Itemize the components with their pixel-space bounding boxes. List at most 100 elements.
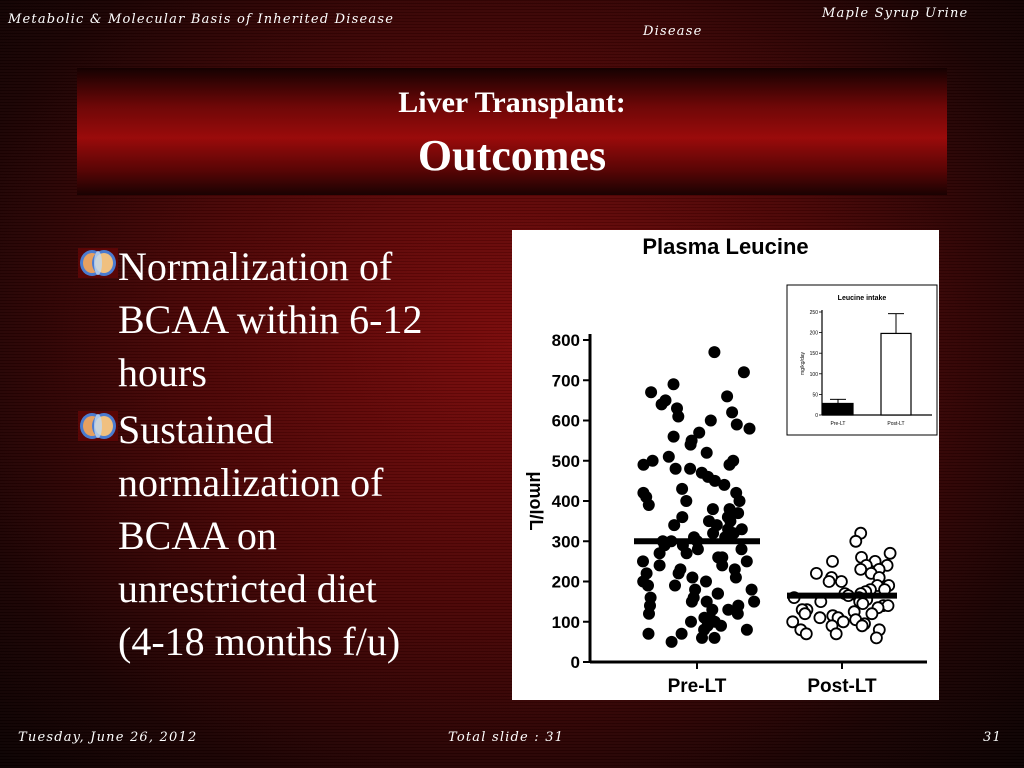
data-point <box>642 499 655 511</box>
data-point <box>704 414 717 427</box>
bullet-line: hours <box>118 350 207 395</box>
data-point <box>740 623 753 636</box>
y-tick-label: 800 <box>552 331 580 350</box>
inset-y-tick-label: 0 <box>815 413 818 419</box>
data-point <box>869 631 883 645</box>
data-point <box>708 346 721 359</box>
inset-y-tick-label: 100 <box>810 372 819 378</box>
slide-subtitle: Outcomes <box>417 131 607 180</box>
data-point <box>721 390 734 403</box>
data-point <box>667 430 680 443</box>
data-point <box>675 627 688 640</box>
y-tick-label: 700 <box>552 371 580 390</box>
data-point <box>642 627 655 640</box>
data-point <box>798 607 812 621</box>
inset-frame <box>786 284 938 436</box>
data-point <box>723 458 736 471</box>
footer-slide-number: 31 <box>983 730 1002 745</box>
data-point <box>726 406 739 419</box>
data-point <box>653 559 666 572</box>
data-point <box>700 575 712 588</box>
data-point <box>740 555 753 568</box>
data-point <box>693 426 706 439</box>
data-point <box>708 474 721 487</box>
y-tick-label: 600 <box>552 412 580 431</box>
data-point <box>700 446 713 459</box>
title-banner: Liver Transplant: Outcomes <box>77 68 947 195</box>
inset-x-tick-label: Pre-LT <box>831 421 846 427</box>
data-point <box>729 571 742 584</box>
bullet-line: Normalization of <box>118 244 393 289</box>
bullet-item: Sustained normalization of BCAA on unrestri… <box>78 403 498 668</box>
bullet-line: unrestricted diet <box>118 566 377 611</box>
y-axis-label: μmol/L <box>526 471 546 530</box>
data-point <box>745 583 758 596</box>
inset-y-tick-label: 150 <box>810 351 819 357</box>
data-point <box>680 495 693 507</box>
data-point <box>849 534 863 548</box>
slide-title: Liver Transplant: <box>398 86 626 119</box>
data-point <box>667 378 680 391</box>
data-point <box>712 587 724 600</box>
data-point <box>655 398 668 411</box>
globe-bullet-icon <box>78 248 118 278</box>
y-tick-label: 0 <box>571 653 580 672</box>
data-point <box>813 611 827 625</box>
data-point <box>865 607 879 621</box>
data-point <box>646 454 659 467</box>
data-point <box>730 418 743 431</box>
data-point <box>854 562 868 576</box>
data-point <box>829 627 843 641</box>
data-point <box>735 543 748 556</box>
bullet-line: normalization of <box>118 460 384 505</box>
data-point <box>637 555 649 568</box>
bullet-item: Normalization of BCAA within 6-12 hours <box>78 240 498 399</box>
data-point <box>662 450 675 463</box>
data-point <box>748 595 761 608</box>
data-point <box>676 482 689 495</box>
data-point <box>733 495 746 507</box>
data-point <box>685 615 697 628</box>
data-point <box>707 527 720 540</box>
inset-y-tick-label: 250 <box>810 310 819 316</box>
data-point <box>718 478 731 491</box>
data-point <box>691 543 704 556</box>
bullet-line: BCAA on <box>118 513 277 558</box>
x-tick-label: Post-LT <box>807 676 877 697</box>
data-point <box>822 575 836 588</box>
data-point <box>684 438 697 451</box>
data-point <box>653 547 666 560</box>
header-course-title: Metabolic & Molecular Basis of Inherited… <box>8 12 395 27</box>
data-point <box>672 567 685 580</box>
data-point <box>834 575 848 588</box>
data-point <box>799 627 813 641</box>
data-point <box>645 386 658 399</box>
inset-y-axis-label: mg/kg/day <box>800 351 806 375</box>
data-point <box>731 607 744 620</box>
bullet-line: Sustained <box>118 407 274 452</box>
y-tick-label: 200 <box>552 573 580 592</box>
data-point <box>716 559 729 572</box>
data-point <box>737 366 750 379</box>
plasma-leucine-chart: Plasma Leucine0100200300400500600700800μ… <box>526 234 938 697</box>
inset-bar <box>880 332 912 416</box>
y-tick-label: 300 <box>552 532 580 551</box>
data-point <box>642 579 654 592</box>
data-point <box>706 503 719 516</box>
data-point <box>743 422 756 435</box>
x-tick-label: Pre-LT <box>668 676 727 697</box>
data-point <box>732 507 745 520</box>
header-topic-line1: Maple Syrup Urine <box>822 6 969 21</box>
chart-panel: Plasma Leucine 0 100 200 300 400 500 600 700 800 μ… <box>512 230 939 700</box>
data-point <box>637 458 650 471</box>
y-tick-label: 100 <box>552 613 580 632</box>
header-topic-line2: Disease <box>643 24 703 39</box>
data-point <box>668 519 681 532</box>
data-point <box>708 631 721 644</box>
data-point <box>855 619 869 633</box>
inset-x-tick-label: Post-LT <box>887 421 904 427</box>
y-tick-label: 400 <box>552 492 580 511</box>
data-point <box>715 619 727 632</box>
globe-bullet-icon <box>78 411 118 441</box>
data-point <box>676 511 689 524</box>
